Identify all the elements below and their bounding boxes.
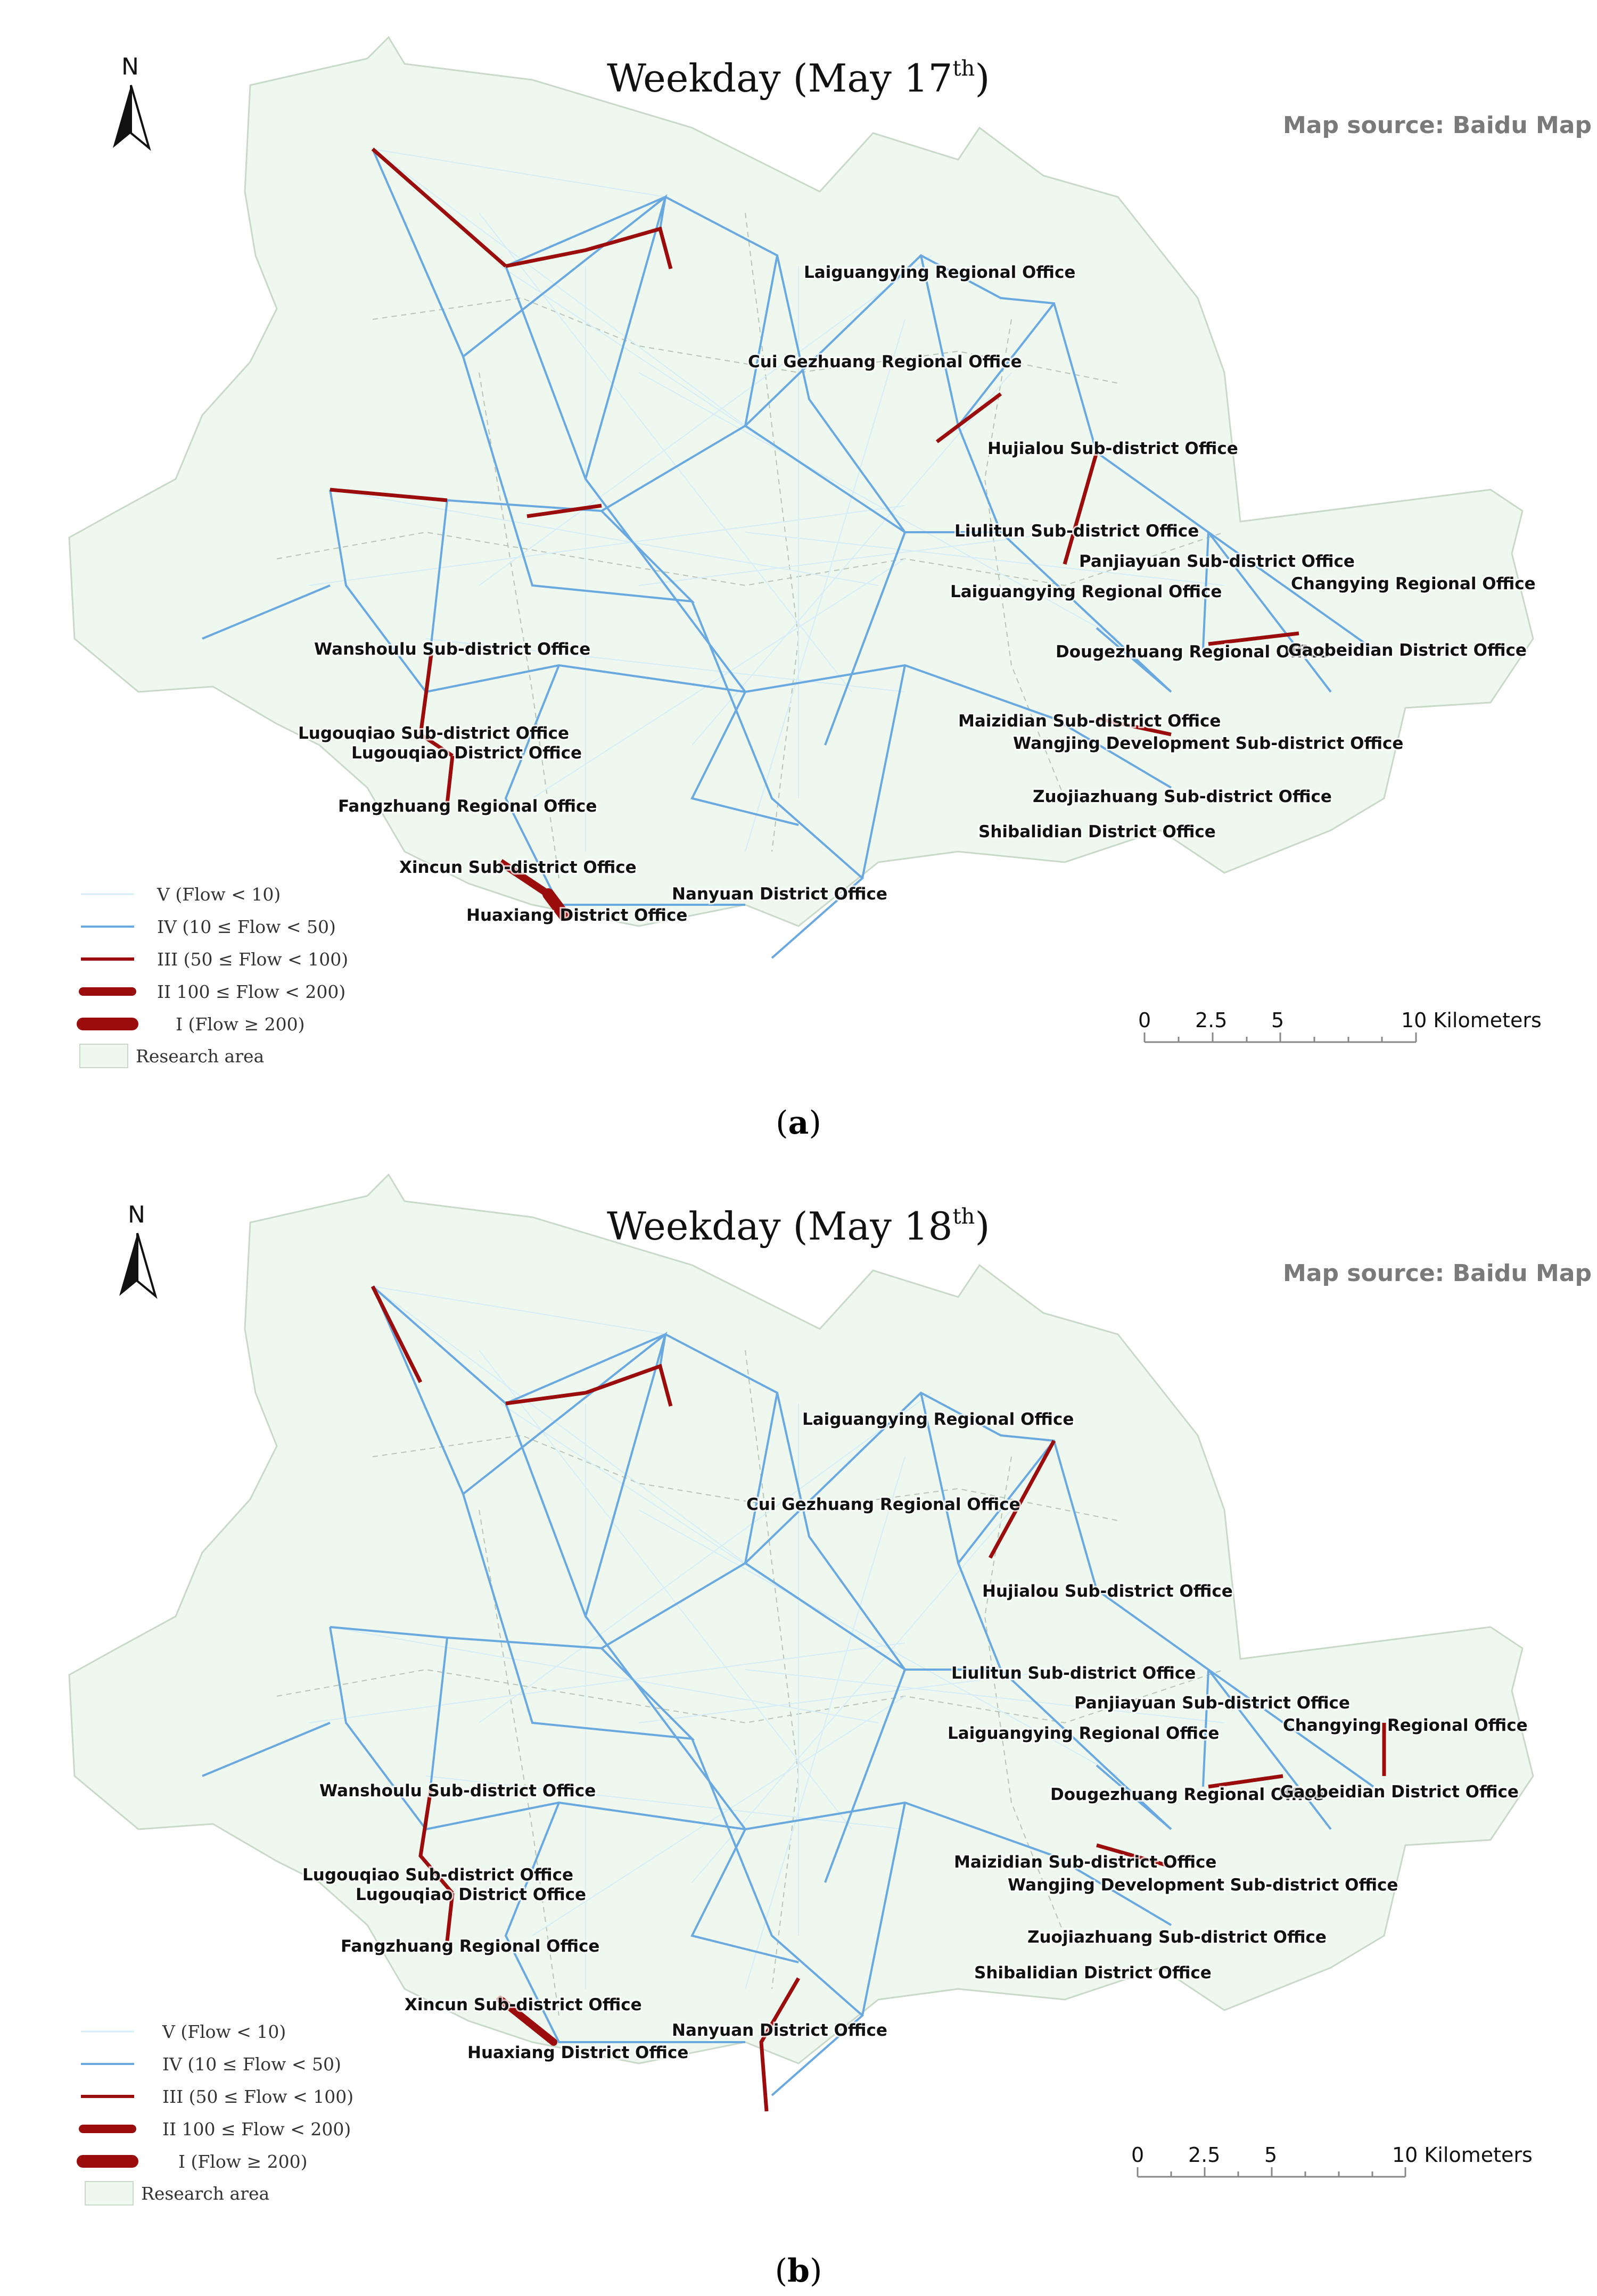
place-label: Xincun Sub-district Office [405,1995,642,2014]
place-label: Maizidian Sub-district Office [958,712,1221,731]
legend-label-i: I (Flow ≥ 200) [176,1014,304,1035]
place-label: Panjiayuan Sub-district Office [1079,552,1355,571]
place-label: Laiguangying Regional Office [950,582,1222,601]
flow-map-a: Weekday (May 17th) Map source: Baidu Map… [68,36,1592,1068]
legend-label-v: V (Flow < 10) [162,2021,286,2042]
north-label-a: N [121,53,139,80]
place-label: Xincun Sub-district Office [399,858,637,877]
map-title-a: Weekday (May 17th) [607,56,990,101]
legend-label-area: Research area [136,1046,264,1067]
caption-b: (b) [775,2252,822,2290]
map-source-label-a: Map source: Baidu Map [1283,112,1592,139]
place-label: Dougezhuang Regional Office [1050,1785,1324,1804]
place-label: Dougezhuang Regional Office [1056,642,1329,662]
scale-tick-10: 10 Kilometers [1392,2143,1533,2167]
map-panel-a: Weekday (May 17th) Map source: Baidu Map… [0,0,1597,1144]
flow-lines-v-b [308,1286,1225,1989]
legend-swatch-area [85,2181,134,2206]
place-label: Fangzhuang Regional Office [341,1937,599,1956]
place-label: Laiguangying Regional Office [802,1410,1074,1429]
research-area-b [68,1173,1534,2064]
legend-label-iv: IV (10 ≤ Flow < 50) [157,916,336,937]
legend-label-iii: III (50 ≤ Flow < 100) [162,2086,353,2107]
flow-lines-iii-b [371,1285,1386,2112]
place-label: Lugouqiao Sub-district Office [298,724,569,743]
legend-label-iii: III (50 ≤ Flow < 100) [157,949,348,970]
place-label: Nanyuan District Office [672,2021,887,2040]
place-label: Cui Gezhuang Regional Office [748,352,1022,371]
flow-lines-iii-a [330,147,1299,804]
place-label: Shibalidian District Office [974,1963,1212,1983]
place-label: Wanshoulu Sub-district Office [314,640,590,659]
flow-lines-ii-b [497,1996,557,2046]
scale-bar-line [1137,2167,1406,2178]
scale-tick-10: 10 Kilometers [1401,1009,1542,1032]
place-label: Wangjing Development Sub-district Office [1008,1876,1398,1895]
place-labels-a: Laiguangying Regional Office Cui Gezhuan… [297,261,1537,927]
legend-label-iv: IV (10 ≤ Flow < 50) [162,2054,341,2075]
scale-tick-2-5: 2.5 [1195,1009,1227,1032]
place-label: Lugouqiao District Office [351,744,582,763]
place-label: Fangzhuang Regional Office [338,797,597,816]
place-label: Hujialou Sub-district Office [982,1582,1233,1601]
flow-map-b: Weekday (May 18th) Map source: Baidu Map… [68,1173,1592,2206]
map-source-label-b: Map source: Baidu Map [1283,1260,1592,1287]
place-label: Changying Regional Office [1283,1716,1528,1735]
caption-a: (a) [776,1104,821,1142]
flow-lines-iv-b [202,1285,1374,2096]
north-label-b: N [128,1201,145,1228]
place-label: Zuojiazhuang Sub-district Office [1027,1928,1327,1947]
legend-label-ii: II 100 ≤ Flow < 200) [162,2119,351,2140]
north-arrow-icon-a [113,85,131,148]
legend-label-v: V (Flow < 10) [157,884,281,905]
place-label: Liulitun Sub-district Office [954,522,1199,541]
place-label: Wangjing Development Sub-district Office [1013,734,1403,753]
north-arrow-icon-b [119,1233,137,1296]
map-panel-b: Weekday (May 18th) Map source: Baidu Map… [0,1148,1597,2296]
scale-bar-b: 0 2.5 5 10 Kilometers [1131,2143,1533,2178]
place-label: Liulitun Sub-district Office [951,1664,1196,1683]
legend-a: V (Flow < 10) IV (10 ≤ Flow < 50) III (5… [77,884,348,1068]
scale-tick-5: 5 [1271,1009,1284,1032]
flow-lines-i-a [542,888,570,921]
place-label: Gaobeidian District Office [1280,1782,1519,1802]
legend-label-area: Research area [141,2183,269,2204]
place-label: Cui Gezhuang Regional Office [746,1495,1020,1514]
place-label: Nanyuan District Office [672,885,887,904]
legend-label-ii: II 100 ≤ Flow < 200) [157,981,345,1002]
place-label: Laiguangying Regional Office [804,263,1075,282]
scale-bar-a: 0 2.5 5 10 Kilometers [1138,1009,1542,1043]
legend-swatch-area [79,1044,128,1068]
place-label: Shibalidian District Office [978,822,1216,841]
scale-bar-line [1143,1033,1417,1043]
place-label: Zuojiazhuang Sub-district Office [1033,787,1332,806]
flow-lines-iv-a [202,148,1374,959]
scale-tick-0: 0 [1131,2143,1144,2167]
place-label: Maizidian Sub-district Office [954,1853,1216,1872]
place-label: Huaxiang District Office [466,906,687,925]
scale-tick-0: 0 [1138,1009,1151,1032]
place-label: Changying Regional Office [1291,574,1536,593]
scale-tick-2-5: 2.5 [1188,2143,1220,2167]
legend-label-i: I (Flow ≥ 200) [178,2151,307,2172]
map-title-b: Weekday (May 18th) [607,1204,990,1249]
place-label: Panjiayuan Sub-district Office [1074,1694,1350,1713]
north-arrow-b: N [119,1201,158,1299]
legend-b: V (Flow < 10) IV (10 ≤ Flow < 50) III (5… [77,2021,353,2206]
flow-lines-v-a [308,148,1225,852]
research-area-a [68,36,1534,927]
place-label: Lugouqiao Sub-district Office [302,1865,573,1885]
north-arrow-half-icon-a [130,85,151,151]
place-labels-b: Laiguangying Regional Office Cui Gezhuan… [301,1408,1529,2064]
north-arrow-a: N [113,53,151,151]
north-arrow-half-icon-b [136,1233,158,1299]
place-label: Hujialou Sub-district Office [987,439,1238,458]
place-label: Huaxiang District Office [467,2043,688,2062]
flow-lines-ii-a [498,859,550,897]
place-label: Gaobeidian District Office [1288,641,1527,660]
scale-tick-5: 5 [1264,2143,1277,2167]
place-label: Wanshoulu Sub-district Office [319,1781,596,1801]
place-label: Laiguangying Regional Office [948,1724,1219,1743]
place-label: Lugouqiao District Office [356,1885,586,1904]
